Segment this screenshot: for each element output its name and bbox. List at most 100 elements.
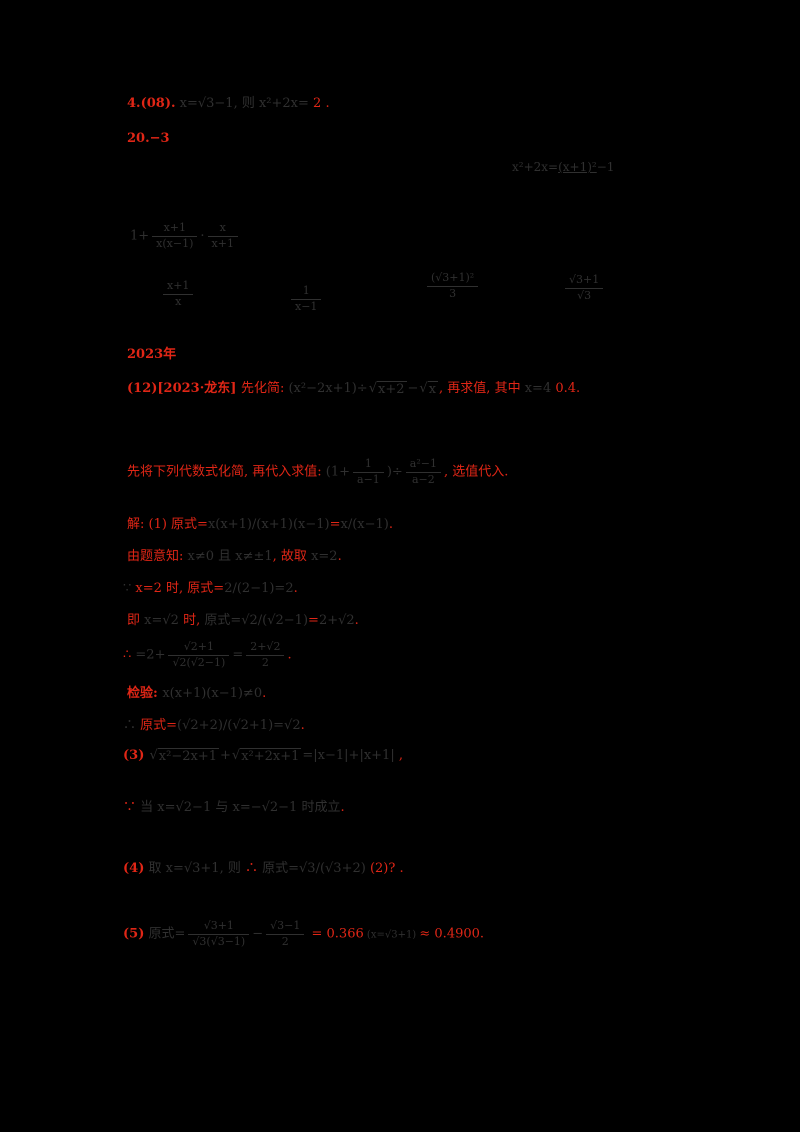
text-segment: 2+√2 (318, 613, 355, 628)
text-segment: (5) (123, 926, 145, 942)
problem-12: (12)[2023·龙东] 先化简: (x²−2x+1)÷ √ x+2− √ x, 再求… (127, 381, 580, 398)
text-segment: 先化简: (240, 381, 289, 396)
text-segment: . (262, 686, 267, 701)
solution-step-2: 由题意知: x≠0 且 x≠±1, 故取 x=2. (127, 549, 342, 565)
text-segment: . (287, 647, 292, 663)
text-segment: ∴ (123, 718, 137, 733)
text-segment: 原式= (144, 926, 186, 942)
text-segment: − (252, 926, 264, 942)
text-segment: 先将下列代数式化简, 再代入求值: (127, 464, 326, 480)
solution-step-3: ∵ x=2 时, 原式=2/(2−1)=2. (123, 581, 298, 597)
text-segment: . (340, 800, 345, 815)
math-fraction: 1 a−1 (353, 457, 384, 486)
text-segment: x(x+1)(x−1)≠0 (162, 686, 263, 701)
text-segment: 原式=√2/(√2−1) (204, 613, 309, 628)
text-segment: . (293, 581, 298, 596)
text-segment: x²+2x= (512, 160, 559, 174)
text-segment: (x+1)² (558, 160, 597, 174)
text-segment: 1+ (130, 228, 150, 244)
text-segment: (x=√3+1) (363, 929, 420, 941)
text-segment: x=4 (524, 381, 552, 396)
text-segment: . (354, 613, 359, 628)
text-segment: )÷ (386, 464, 403, 480)
math-fraction: 2+√2 2 (246, 640, 285, 669)
solution-step-1: 解: (1) 原式=x(x+1)/(x+1)(x−1)=x/(x−1). (127, 517, 393, 533)
text-segment: x=√2 (144, 613, 184, 628)
year-heading: 2023年 (127, 347, 176, 363)
text-segment: (x²−2x+1)÷ (288, 381, 368, 396)
solution-step-4: 即 x=√2 时, 原式=√2/(√2−1)=2+√2. (127, 613, 359, 629)
text-segment: 取 x=√3+1, 则 (144, 861, 245, 876)
text-segment: 检验: (127, 686, 163, 701)
math-fraction: √2+1 √2(√2−1) (168, 640, 230, 669)
text-segment: · (200, 228, 205, 244)
text-segment: (2)? . (365, 861, 404, 876)
text-segment: , 选值代入. (443, 464, 509, 480)
text-segment: 原式= (136, 718, 178, 733)
math-sqrt: √ x²+2x+1 (231, 748, 302, 764)
fraction-1: x+1 x (160, 279, 196, 308)
math-fraction: x+1 x (163, 279, 194, 308)
text-segment: (√2+2)/(√2+1)=√2 (177, 718, 301, 733)
math-fraction: √3+1 √3 (565, 273, 604, 302)
fraction-2: 1 x−1 (288, 284, 324, 313)
text-segment: 2 . (308, 96, 330, 111)
problem-13: 先将下列代数式化简, 再代入求值: (1+ 1 a−1)÷ a²−1 a−2, 选值代入… (127, 457, 509, 486)
note-identity: x²+2x=(x+1)²−1 (512, 160, 614, 175)
text-segment: 解: (1) 原式= (127, 517, 208, 532)
fraction-4: √3+1 √3 (562, 273, 606, 302)
text-segment: + (220, 748, 231, 763)
text-segment: x=2 时, 原式= (131, 581, 225, 596)
math-fraction: x x+1 (207, 221, 238, 250)
text-segment (144, 748, 148, 763)
text-segment: ∵ (123, 581, 132, 596)
text-segment: x/(x−1) (340, 517, 389, 532)
text-segment: = (308, 613, 319, 628)
part-4: (4) 取 x=√3+1, 则 ∴ 原式=√3/(√3+2) (2)? . (123, 861, 404, 877)
text-segment: 由题意知: (127, 549, 188, 564)
conclusion-step: ∴ 原式=(√2+2)/(√2+1)=√2. (123, 718, 305, 734)
math-sqrt: √ x+2 (368, 381, 407, 397)
check-step: 检验: x(x+1)(x−1)≠0. (127, 686, 266, 702)
text-segment: 即 (127, 613, 145, 628)
math-fraction: x+1 x(x−1) (152, 221, 198, 250)
text-segment: x=√3−1, 则 x²+2x= (175, 96, 309, 111)
text-segment: (4) (123, 861, 145, 876)
fraction-3: (√3+1)² 3 (424, 271, 481, 300)
text-segment: 2/(2−1)=2 (224, 581, 294, 596)
text-segment: 20.−3 (127, 131, 170, 146)
text-segment: 2023年 (127, 347, 177, 362)
text-segment: = (232, 647, 244, 663)
work-expression: 1+ x+1 x(x−1) · x x+1 (130, 221, 241, 250)
text-segment: , (394, 748, 403, 763)
text-segment: . (300, 718, 305, 733)
text-segment: =2+ (131, 647, 166, 663)
text-segment: , 故取 (272, 549, 312, 564)
part-3: (3) √ x²−2x+1 + √ x²+2x+1 =|x−1|+|x+1| , (123, 748, 403, 765)
text-segment: 4.(08). (127, 96, 176, 111)
text-segment: (3) (123, 748, 145, 763)
text-segment: 原式=√3/(√3+2) (257, 861, 366, 876)
solution-step-5: ∴ =2+ √2+1 √2(√2−1) = 2+√2 2. (123, 640, 292, 669)
text-segment: x(x+1)/(x+1)(x−1) (207, 517, 330, 532)
math-sqrt: √ x²−2x+1 (149, 748, 219, 764)
math-sqrt: √ x (419, 381, 439, 397)
text-segment: = 0.366 (307, 926, 364, 942)
math-fraction: √3+1 √3(√3−1) (188, 919, 250, 948)
text-segment: −1 (596, 160, 615, 174)
text-segment: 0.4. (551, 381, 581, 396)
text-segment: =|x−1|+|x+1| (302, 748, 395, 763)
text-segment: . (388, 517, 393, 532)
text-segment: (12)[2023·龙东] (127, 381, 241, 396)
text-segment: (1+ (325, 464, 351, 480)
text-segment: x=2 (311, 549, 338, 564)
text-segment: − (407, 381, 419, 396)
text-segment: ≈ 0.4900. (419, 926, 485, 942)
text-segment: 时, (183, 613, 205, 628)
text-segment: 当 x=√2−1 与 x=−√2−1 时成立 (136, 800, 341, 815)
text-segment: ∴ (123, 647, 132, 663)
part-3-note: ∵ 当 x=√2−1 与 x=−√2−1 时成立. (123, 800, 345, 816)
text-segment: = (329, 517, 341, 532)
text-segment: . (337, 549, 342, 564)
